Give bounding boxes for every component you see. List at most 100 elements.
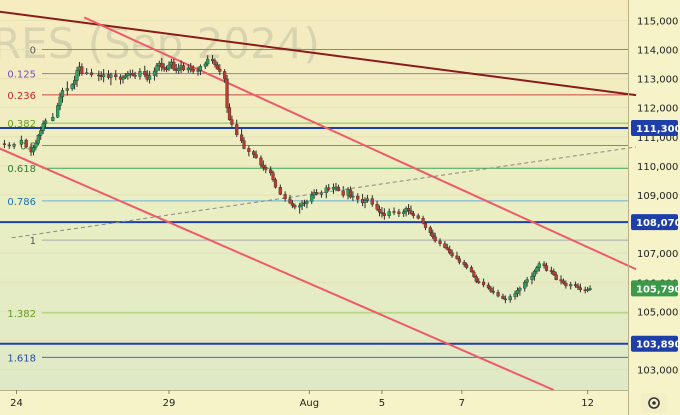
candle (535, 265, 539, 275)
candle (225, 75, 229, 113)
y-tick-label: 114,000 (637, 45, 678, 56)
candle (457, 255, 461, 265)
candle-body (406, 208, 411, 211)
candle-body (225, 78, 229, 108)
candle-body (293, 205, 297, 208)
candle (56, 102, 60, 119)
y-tick-label: 109,000 (637, 191, 678, 202)
x-tick-label: 5 (379, 398, 385, 409)
candle-body (252, 151, 256, 155)
candle (530, 272, 534, 285)
candle-body (70, 84, 74, 89)
candle (542, 261, 546, 269)
candle-body (24, 139, 28, 148)
candle (123, 73, 128, 80)
candle-body (409, 210, 413, 214)
candle (310, 191, 314, 204)
candle (341, 186, 345, 198)
settings-button[interactable] (641, 393, 667, 413)
candle (356, 193, 360, 204)
candle (305, 199, 309, 209)
candle (298, 202, 302, 214)
candle-body (164, 68, 169, 71)
price-tag[interactable]: 105,790 (631, 280, 680, 297)
candle (97, 70, 101, 82)
candle-body (433, 236, 437, 242)
candle (218, 64, 222, 76)
candle (189, 62, 193, 73)
price-tag[interactable]: 111,300 (631, 120, 680, 137)
candle (191, 65, 195, 74)
candle (489, 285, 493, 293)
candle (167, 61, 171, 72)
candle-body (34, 142, 38, 148)
candle (126, 71, 130, 80)
candle (206, 55, 210, 67)
candle (561, 278, 566, 285)
candle-body (421, 218, 425, 224)
candle (172, 58, 176, 71)
candle-body (588, 288, 592, 290)
candle-body (109, 74, 113, 78)
candle-body (327, 187, 331, 190)
candle-body (496, 292, 500, 297)
candle-body (288, 198, 292, 204)
candle-body (75, 70, 79, 81)
candle (331, 183, 336, 194)
candle (472, 269, 476, 279)
candle (114, 69, 118, 81)
y-tick-label: 112,000 (637, 104, 678, 115)
candle-body (300, 202, 304, 206)
candle-body (138, 71, 142, 77)
candle-body (261, 164, 265, 168)
candle (2, 139, 7, 149)
candle (271, 170, 275, 182)
candle-body (85, 72, 89, 74)
candle (576, 283, 580, 291)
candle (162, 63, 166, 72)
candle-body (41, 123, 45, 131)
candle-body (387, 211, 391, 216)
x-tick-label: 12 (581, 398, 594, 409)
candle (261, 160, 265, 171)
candle-body (356, 195, 360, 200)
candle-body (114, 74, 118, 77)
fib-level-label: 1.618 (7, 353, 36, 364)
candle (315, 189, 319, 196)
candle-body (489, 287, 493, 292)
candle (392, 207, 396, 216)
candle-body (491, 290, 495, 293)
candle-body (162, 66, 166, 70)
candle (578, 283, 582, 293)
candle (559, 275, 563, 285)
candle (278, 184, 282, 196)
candle (196, 66, 200, 76)
candle-body (51, 116, 55, 122)
trend-line-dashed-trend[interactable] (11, 146, 637, 239)
trend-line-channel-lower[interactable] (0, 147, 555, 391)
candle (177, 63, 181, 74)
price-tag[interactable]: 103,890 (631, 335, 680, 352)
candle (198, 64, 203, 76)
candle-body (143, 71, 147, 75)
candle (327, 184, 331, 192)
price-tag-bg (631, 335, 678, 352)
candle-body (319, 192, 324, 195)
candle (58, 92, 62, 111)
candle (34, 139, 38, 151)
candle-body (155, 65, 159, 72)
trend-line-channel-upper[interactable] (83, 16, 637, 271)
candle (397, 208, 401, 218)
candle (43, 118, 48, 128)
candle (181, 62, 186, 72)
candle-body (172, 61, 176, 70)
candle (387, 208, 391, 219)
candle-body (552, 271, 556, 276)
candle-body (411, 213, 415, 216)
candle-body (474, 276, 478, 282)
candle-body (455, 255, 459, 259)
trend-line-long-term-resistance[interactable] (0, 10, 637, 97)
price-tag[interactable]: 108,070 (631, 214, 680, 231)
candle-body (508, 296, 512, 301)
